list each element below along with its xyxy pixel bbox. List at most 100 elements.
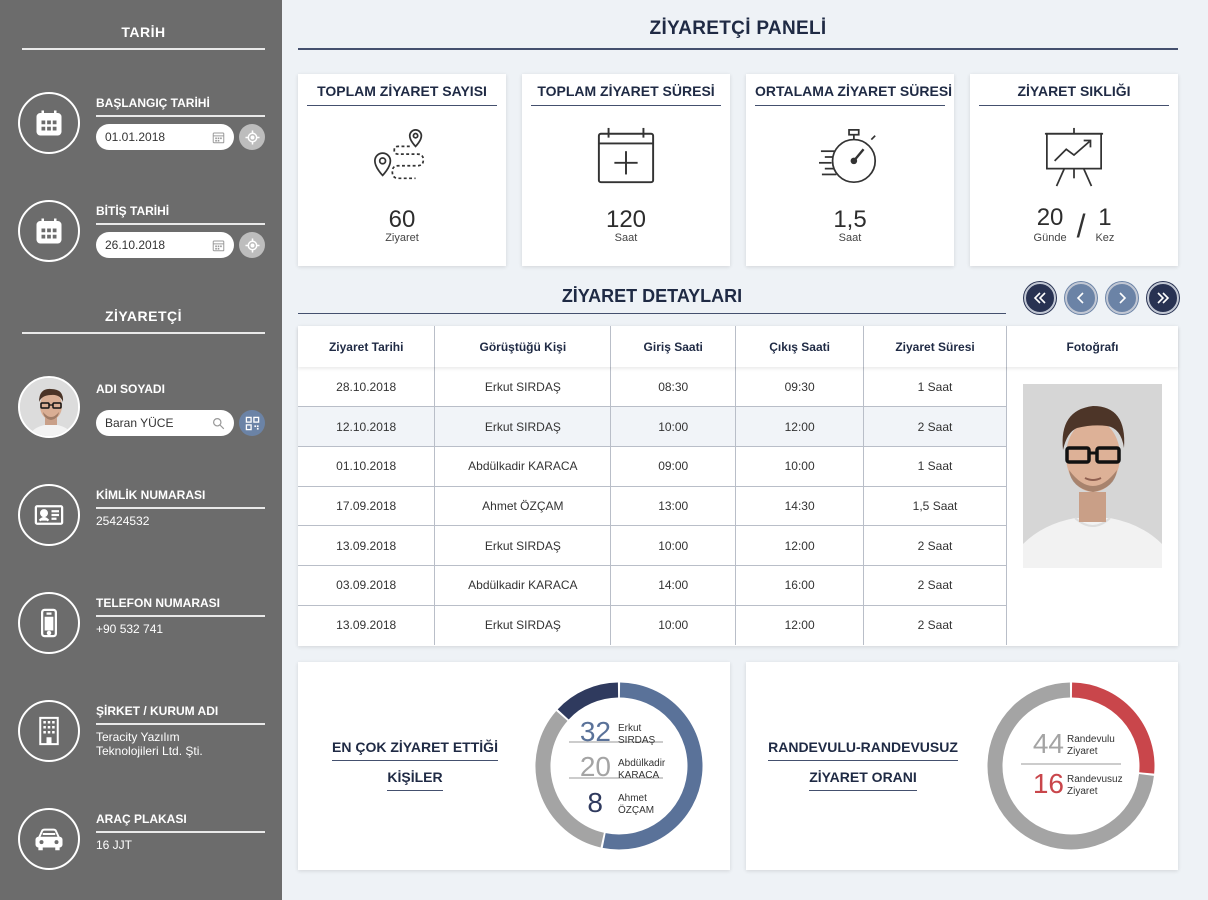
appointment-value: 16: [1032, 768, 1064, 799]
total-duration-title: TOPLAM ZİYARET SÜRESİ: [531, 83, 721, 106]
start-date-locate-button[interactable]: [239, 124, 265, 150]
appointment-donut: [987, 682, 1155, 850]
table-cell: 10:00: [735, 445, 865, 487]
page-title: ZİYARETÇİ PANELİ: [298, 18, 1178, 50]
table-cell: 12:00: [735, 406, 865, 447]
next-page-button[interactable]: [1106, 282, 1138, 314]
table-cell: 10:00: [610, 406, 737, 447]
sidebar: TARİH BAŞLANGIÇ TARİHİ 01.01.2018 BİTİŞ …: [0, 0, 282, 900]
table-row[interactable]: 28.10.2018 Erkut SIRDAŞ 08:30 09:30 1 Saat: [298, 367, 1007, 407]
visit-details-table-card: Ziyaret Tarihi Görüştüğü Kişi Giriş Saat…: [298, 326, 1178, 646]
table-cell: 10:00: [610, 525, 737, 566]
presentation-chart-icon: [970, 126, 1178, 188]
appointment-ratio-card: RANDEVULU-RANDEVUSUZ ZİYARET ORANI 44 Ra…: [746, 662, 1178, 870]
plate-label: ARAÇ PLAKASI: [96, 812, 265, 833]
avatar: [18, 376, 80, 438]
table-row[interactable]: 17.09.2018 Ahmet ÖZÇAM 13:00 14:30 1,5 Saat: [298, 485, 1007, 526]
id-number-value: 25424532: [96, 514, 150, 528]
total-duration-value: 120: [605, 206, 647, 233]
frequency-times-value: 1: [1098, 204, 1112, 231]
table-row[interactable]: 13.09.2018 Erkut SIRDAŞ 10:00 12:00 2 Saat: [298, 604, 1007, 645]
table-row[interactable]: 13.09.2018 Erkut SIRDAŞ 10:00 12:00 2 Saat: [298, 525, 1007, 566]
table-cell: 1 Saat: [863, 367, 1007, 407]
table-cell: 1,5 Saat: [863, 485, 1007, 526]
qr-code-icon: [245, 416, 259, 430]
frequency-times-unit: Kez: [1095, 232, 1115, 244]
frequency-days-unit: Günde: [1033, 232, 1067, 244]
most-visited-title-line1: EN ÇOK ZİYARET ETTİĞİ: [320, 739, 510, 761]
end-date-label: BİTİŞ TARİHİ: [96, 204, 265, 225]
donut-segment: [557, 682, 619, 720]
column-header[interactable]: Görüştüğü Kişi: [434, 326, 612, 367]
total-duration-card: TOPLAM ZİYARET SÜRESİ 120 Saat: [522, 74, 730, 266]
qr-code-button[interactable]: [239, 410, 265, 436]
company-line2: Teknolojileri Ltd. Şti.: [96, 744, 203, 758]
frequency-days-value: 20: [1036, 204, 1064, 231]
avg-duration-unit: Saat: [838, 232, 862, 244]
last-page-button[interactable]: [1147, 282, 1179, 314]
date-section-title: TARİH: [22, 24, 265, 50]
donut-segment: [1071, 682, 1155, 774]
table-header-row: Ziyaret Tarihi Görüştüğü Kişi Giriş Saat…: [298, 326, 1007, 367]
table-cell: 16:00: [735, 564, 865, 606]
visit-frequency-title: ZİYARET SIKLIĞI: [979, 83, 1169, 106]
column-header[interactable]: Çıkış Saati: [735, 326, 865, 367]
end-date-locate-button[interactable]: [239, 232, 265, 258]
donut-segment: [602, 682, 703, 850]
phone-icon: [18, 592, 80, 654]
most-visited-value: 8: [587, 787, 603, 818]
table-row[interactable]: 03.09.2018 Abdülkadir KARACA 14:00 16:00 2 S…: [298, 564, 1007, 606]
name-label: ADI SOYADI: [96, 382, 165, 396]
column-header[interactable]: Ziyaret Süresi: [863, 326, 1007, 367]
crosshair-icon: [244, 237, 260, 253]
visit-details-table: Ziyaret Tarihi Görüştüğü Kişi Giriş Saat…: [298, 326, 1007, 645]
table-cell: 17.09.2018: [298, 485, 436, 526]
visitor-photo: [1023, 384, 1162, 568]
crosshair-icon: [244, 129, 260, 145]
most-visited-card: EN ÇOK ZİYARET ETTİĞİ KİŞİLER 32 Erkut S…: [298, 662, 730, 870]
first-page-button[interactable]: [1024, 282, 1056, 314]
chevron-right-icon: [1119, 292, 1127, 304]
most-visited-name-line2: KARACA: [618, 770, 660, 781]
end-date-value: 26.10.2018: [105, 238, 166, 252]
table-cell: 2 Saat: [863, 406, 1007, 447]
company-label: ŞİRKET / KURUM ADI: [96, 704, 265, 725]
start-date-value: 01.01.2018: [105, 130, 166, 144]
calendar-icon: [18, 200, 80, 262]
table-cell: Abdülkadir KARACA: [434, 445, 612, 487]
most-visited-title-line2: KİŞİLER: [320, 769, 510, 791]
table-cell: 01.10.2018: [298, 445, 436, 487]
most-visited-name-line1: Abdülkadir: [618, 758, 666, 769]
table-cell: Erkut SIRDAŞ: [434, 604, 612, 645]
most-visited-name-line2: ÖZÇAM: [618, 805, 655, 816]
search-icon: [213, 417, 225, 429]
table-cell: Abdülkadir KARACA: [434, 564, 612, 606]
start-date-input[interactable]: 01.01.2018: [96, 124, 234, 150]
column-header[interactable]: Giriş Saati: [610, 326, 737, 367]
calendar-add-icon: [522, 126, 730, 188]
table-cell: 2 Saat: [863, 525, 1007, 566]
column-header[interactable]: Ziyaret Tarihi: [298, 326, 436, 367]
table-cell: 12:00: [735, 525, 865, 566]
table-cell: 14:30: [735, 485, 865, 526]
most-visited-name-line1: Ahmet: [618, 793, 647, 804]
frequency-readout: 20 Günde / 1 Kez: [970, 204, 1178, 245]
most-visited-value: 20: [579, 751, 611, 782]
plate-value: 16 JJT: [96, 838, 133, 852]
previous-page-button[interactable]: [1065, 282, 1097, 314]
table-row[interactable]: 01.10.2018 Abdülkadir KARACA 09:00 10:00 1 S…: [298, 445, 1007, 487]
total-visits-unit: Ziyaret: [385, 232, 419, 244]
table-cell: Erkut SIRDAŞ: [434, 525, 612, 566]
visitor-name-value: Baran YÜCE: [105, 416, 174, 430]
donut-segment: [987, 682, 1154, 850]
table-row[interactable]: 12.10.2018 Erkut SIRDAŞ 10:00 12:00 2 Saat: [298, 406, 1007, 447]
table-cell: 03.09.2018: [298, 564, 436, 606]
avg-duration-title: ORTALAMA ZİYARET SÜRESİ: [755, 83, 952, 106]
avg-duration-card: ORTALAMA ZİYARET SÜRESİ 1,5 Saat: [746, 74, 954, 266]
appointment-title-line2: ZİYARET ORANI: [768, 769, 958, 791]
double-chevron-left-icon: [1033, 292, 1046, 304]
end-date-input[interactable]: 26.10.2018: [96, 232, 234, 258]
table-cell: 13.09.2018: [298, 525, 436, 566]
donut-segment: [535, 710, 605, 848]
visitor-search-input[interactable]: Baran YÜCE: [96, 410, 234, 436]
